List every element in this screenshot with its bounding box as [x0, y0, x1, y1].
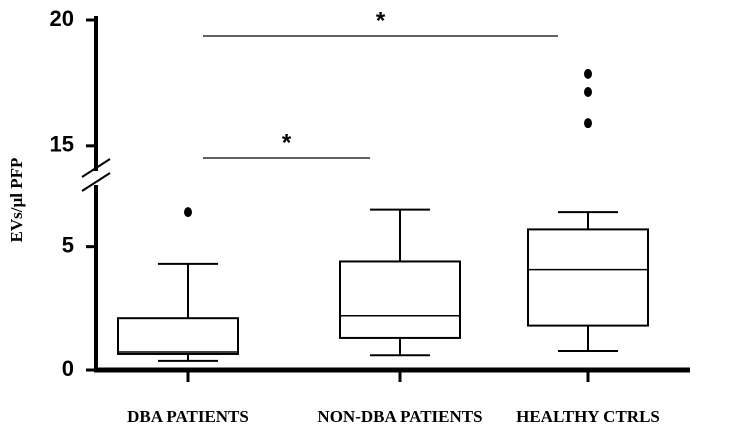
axis-break — [81, 158, 111, 178]
significance-label: * — [376, 7, 386, 34]
box — [527, 228, 649, 327]
y-tick-label: 20 — [50, 6, 74, 31]
y-axis-label: EVs/µl PFP — [7, 158, 26, 243]
box — [339, 260, 461, 339]
axis-break — [81, 172, 111, 192]
outlier — [584, 118, 592, 129]
outlier — [584, 86, 592, 97]
significance-label: * — [282, 129, 292, 156]
y-tick-label: 5 — [62, 232, 74, 257]
x-tick-label: DBA PATIENTS — [127, 407, 249, 426]
y-tick-label: 0 — [62, 356, 74, 381]
y-tick-label: 15 — [50, 132, 74, 157]
outlier — [584, 68, 592, 79]
x-tick-label: NON-DBA PATIENTS — [317, 407, 482, 426]
box — [117, 317, 239, 355]
outlier — [184, 207, 192, 218]
x-tick-label: HEALTHY CTRLS — [516, 407, 660, 426]
